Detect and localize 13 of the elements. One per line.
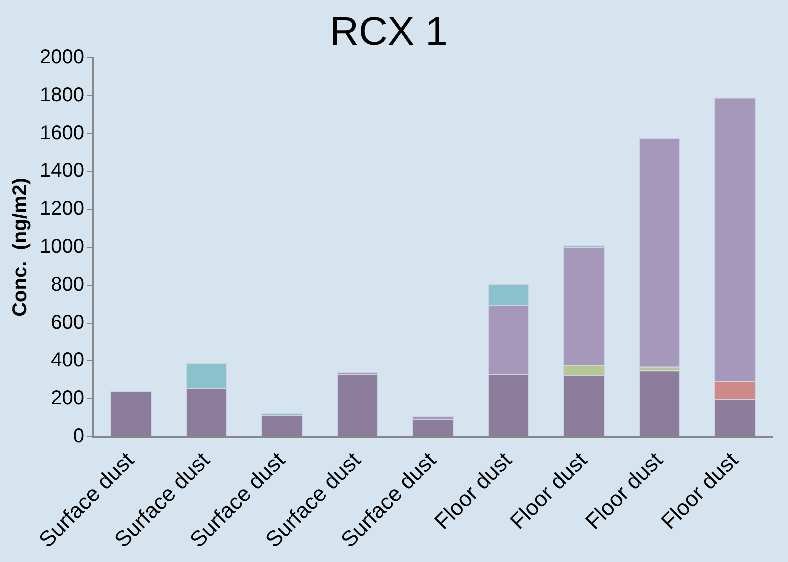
y-tick-label: 200 [51,388,84,410]
y-tick-label: 1600 [40,122,84,144]
y-axis-title: Conc. (ng/m2) [10,178,32,317]
y-tick-label: 1800 [40,84,84,106]
y-tick-label: 600 [51,312,84,334]
y-tick-label: 1400 [40,160,84,182]
y-tick-label: 1200 [40,198,84,220]
y-tick-label: 400 [51,350,84,372]
y-tick-label: 800 [51,274,84,296]
y-tick-label: 2000 [40,46,84,69]
y-tick-label: 1000 [40,236,84,258]
y-tick-label: 0 [73,426,84,448]
chart-title: RCX 1 [330,10,448,54]
